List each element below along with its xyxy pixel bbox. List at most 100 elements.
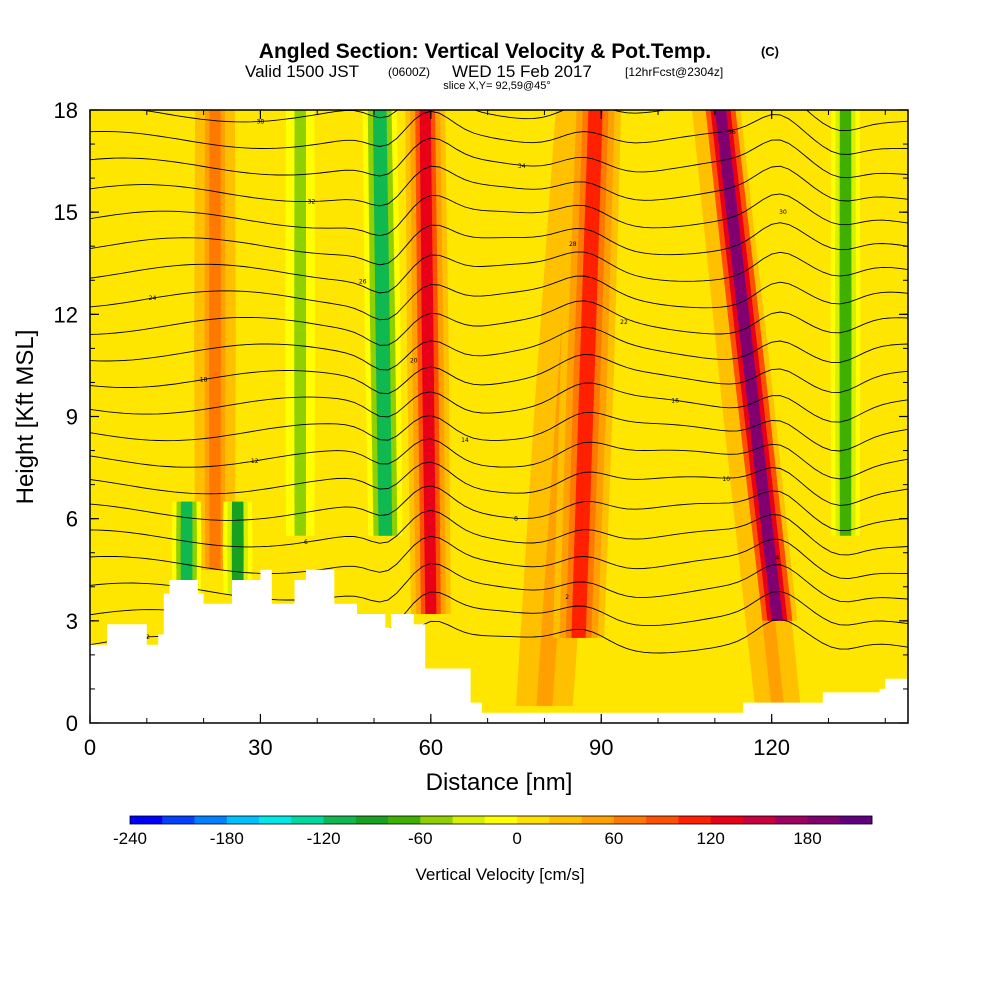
colorbar-swatch (710, 816, 744, 824)
isentrope-line (90, 193, 908, 237)
isentrope-line (90, 326, 908, 371)
title-valid-utc: (0600Z) (388, 65, 430, 79)
downdraft-band-4-level-2 (839, 110, 852, 536)
velocity-field (90, 110, 908, 723)
colorbar-swatch (807, 816, 841, 824)
x-tick-label: 120 (753, 735, 790, 760)
title-valid-prefix: Valid 1500 JST (245, 62, 359, 81)
colorbar-swatch (130, 816, 163, 824)
updraft-band-0-level-3 (209, 110, 221, 570)
isentrope-label: 38 (257, 118, 265, 125)
plot-area: -202468101214161820222426283032343638 (90, 103, 908, 723)
y-tick-label: 15 (54, 200, 78, 225)
title-unit: (C) (761, 44, 779, 59)
isentrope-label: 28 (569, 241, 577, 248)
colorbar-tick-label: 180 (793, 829, 821, 848)
isentrope-label: 10 (722, 476, 730, 483)
x-axis-label: Distance [nm] (426, 769, 573, 796)
colorbar-swatch (484, 816, 518, 824)
isentrope-label: 34 (518, 163, 526, 170)
y-tick-label: 9 (66, 405, 78, 430)
terrain-mask (90, 569, 908, 723)
colorbar-swatch (581, 816, 615, 824)
y-tick-label: 6 (66, 507, 78, 532)
isentrope-label: 24 (149, 295, 157, 302)
downdraft-band-0-level-2 (180, 501, 193, 594)
isentrope-label: 8 (514, 516, 518, 523)
colorbar-swatch (291, 816, 324, 824)
isentrope-label: 14 (461, 437, 469, 444)
isentrope-label: 2 (565, 594, 569, 601)
colorbar-tick-label: 60 (604, 829, 623, 848)
isentrope-line (90, 411, 908, 452)
isentrope-line (90, 251, 908, 294)
colorbar-swatch (452, 816, 486, 824)
colorbar-swatch (613, 816, 647, 824)
colorbar-frame (129, 815, 873, 825)
isentrope-label: 18 (200, 377, 208, 384)
isentrope-line (90, 382, 908, 423)
updraft-band-2-level-3 (571, 110, 603, 638)
colorbar-swatch (549, 816, 582, 824)
colorbar-swatch (517, 816, 550, 824)
colorbar-tick-label: -240 (113, 829, 147, 848)
downdraft-band-1-level-2 (231, 501, 244, 594)
isentrope-line (90, 137, 908, 179)
colorbar: -240 -180 -120 -60 0 60 120 180 (113, 815, 873, 848)
isentrope-line (90, 165, 908, 207)
colorbar-swatch (355, 816, 389, 824)
colorbar-tick-label: -180 (210, 829, 244, 848)
colorbar-swatch (323, 816, 357, 824)
colorbar-tick-label: -120 (307, 829, 341, 848)
colorbar-tick-label: 0 (512, 829, 521, 848)
isentrope-label: 22 (620, 319, 628, 326)
isentrope-contours: -202468101214161820222426283032343638 (90, 103, 908, 663)
y-tick-label: 12 (54, 302, 78, 327)
isentrope-label: 32 (308, 199, 316, 206)
colorbar-swatch (646, 816, 679, 824)
y-tick-label: 3 (66, 609, 78, 634)
isentrope-line (90, 438, 908, 480)
colorbar-tick-label: 120 (697, 829, 725, 848)
y-axis-label: Height [Kft MSL] (12, 330, 39, 505)
isentrope-line (138, 110, 908, 132)
isentrope-line (90, 535, 908, 580)
colorbar-swatch (678, 816, 711, 824)
downdraft-band-3-level-2 (372, 110, 393, 536)
isentrope-label: 36 (728, 129, 736, 136)
isentrope-label: 30 (779, 209, 787, 216)
colorbar-swatch (839, 816, 873, 824)
title-slice: slice X,Y= 92,59@45° (443, 80, 551, 92)
x-tick-label: 0 (84, 735, 96, 760)
title-forecast: [12hrFcst@2304z] (625, 65, 723, 79)
isentrope-line (90, 353, 908, 395)
y-tick-label: 18 (54, 98, 78, 123)
y-tick-label: 0 (66, 711, 78, 736)
isentrope-line (90, 300, 908, 346)
colorbar-swatch (226, 816, 260, 824)
colorbar-swatch (388, 816, 421, 824)
isentrope-line (90, 563, 908, 603)
downdraft-band-2-level-2 (294, 110, 307, 536)
isentrope-label: 4 (775, 555, 779, 562)
colorbar-swatch (420, 816, 453, 824)
isentrope-label: 20 (410, 358, 418, 365)
isentrope-label: 6 (304, 539, 308, 546)
title-main: Angled Section: Vertical Velocity & Pot.… (259, 40, 711, 63)
colorbar-swatch (162, 816, 195, 824)
isentrope-line (90, 222, 908, 266)
colorbar-swatch (775, 816, 808, 824)
title-valid-date: WED 15 Feb 2017 (452, 62, 592, 81)
isentrope-line (90, 461, 908, 506)
isentrope-line (90, 485, 908, 532)
x-tick-label: 30 (248, 735, 272, 760)
colorbar-tick-label: -60 (408, 829, 433, 848)
updraft-band-1-level-3 (419, 110, 437, 614)
isentrope-line (90, 103, 908, 106)
x-tick-label: 90 (589, 735, 613, 760)
isentrope-line (90, 509, 908, 556)
colorbar-title: Vertical Velocity [cm/s] (415, 865, 584, 884)
isentrope-line (90, 275, 908, 321)
